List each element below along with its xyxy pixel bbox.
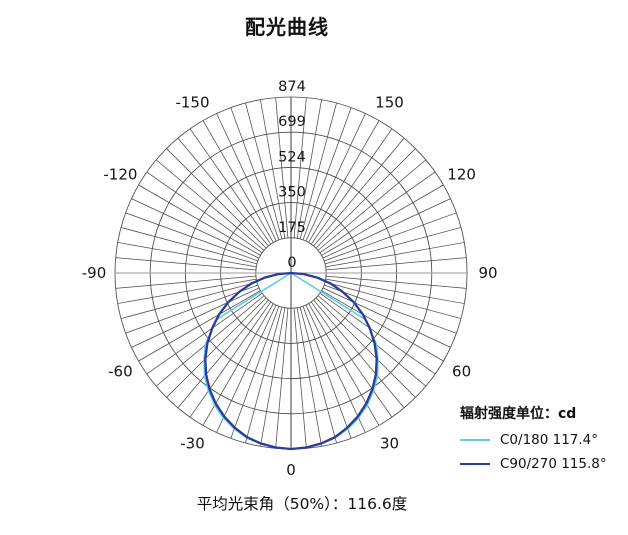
c90-line-swatch-icon [460, 462, 490, 466]
angle-tick-label: -30 [180, 435, 205, 453]
legend-label-c0: C0/180 117.4° [500, 432, 599, 448]
angle-tick-label: 0 [286, 461, 296, 479]
radial-tick-label: 0 [287, 255, 296, 271]
angle-tick-label: -150 [175, 93, 209, 111]
legend-item-c90: C90/270 115.8° [460, 456, 607, 472]
angle-tick-label: 90 [478, 264, 497, 282]
angle-tick-label: -90 [82, 264, 107, 282]
c0-line-swatch-icon [460, 438, 490, 442]
angle-tick-label: 60 [452, 363, 471, 381]
legend-title: 辐射强度单位：cd [460, 406, 577, 422]
beam-angle-note: 平均光束角（50%）：116.6度 [196, 495, 408, 513]
radial-tick-label: 350 [278, 185, 306, 201]
curve-C90-270 [204, 271, 378, 451]
radial-tick-label: 175 [278, 220, 306, 236]
radial-tick-label: 874 [278, 79, 306, 95]
angle-tick-label: 30 [380, 435, 399, 453]
angle-tick-label: 150 [375, 93, 404, 111]
angle-tick-label: -120 [103, 166, 137, 184]
angle-tick-label: -60 [108, 363, 133, 381]
legend: 辐射强度单位：cd C0/180 117.4° C90/270 115.8° [460, 403, 607, 480]
legend-item-c0: C0/180 117.4° [460, 432, 607, 448]
legend-label-c90: C90/270 115.8° [500, 456, 607, 472]
radial-tick-label: 524 [278, 149, 306, 165]
radial-tick-label: 699 [278, 114, 306, 130]
angle-tick-label: 120 [447, 166, 476, 184]
chart-title: 配光曲线 [245, 15, 329, 39]
